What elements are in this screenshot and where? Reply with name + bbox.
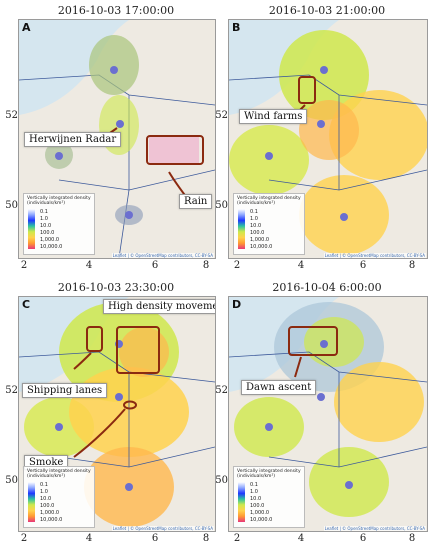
panel-c-ytick: 50 bbox=[5, 475, 18, 486]
panel-c-letter: C bbox=[22, 298, 31, 311]
legend-level: 0.1 bbox=[250, 482, 258, 488]
legend-title: Vertically integrated density (individua… bbox=[27, 196, 91, 206]
legend-level: 10.0 bbox=[40, 496, 52, 502]
panel-c-ytick: 52 bbox=[5, 385, 18, 396]
panel-c-xtick: 2 bbox=[20, 533, 28, 544]
legend-level: 1,000.0 bbox=[250, 510, 270, 516]
legend-color-bar bbox=[28, 209, 35, 249]
panel-a-ytick: 52 bbox=[5, 110, 18, 121]
panel-d-legend: Vertically integrated density (individua… bbox=[233, 466, 305, 528]
panel-a-legend: Vertically integrated density (individua… bbox=[23, 193, 95, 255]
dawn-ascent-label: Dawn ascent bbox=[241, 380, 317, 395]
wind-farms-label: Wind farms bbox=[239, 109, 308, 124]
legend-level: 1.0 bbox=[40, 489, 48, 495]
legend-level: 1,000.0 bbox=[40, 510, 60, 516]
rain-label: Rain bbox=[179, 194, 213, 209]
legend-level: 100.0 bbox=[40, 230, 55, 236]
legend-level: 10,000.0 bbox=[250, 244, 273, 250]
panel-a-ytick: 50 bbox=[5, 200, 18, 211]
legend-level: 10.0 bbox=[40, 223, 52, 229]
panel-c-legend: Vertically integrated density (individua… bbox=[23, 466, 95, 528]
panel-d-xtick: 6 bbox=[359, 533, 367, 544]
shipping-lanes-label: Shipping lanes bbox=[22, 383, 108, 398]
panel-a-xtick: 2 bbox=[20, 260, 28, 271]
panel-b-xtick: 8 bbox=[408, 260, 416, 271]
legend-title: Vertically integrated density (individua… bbox=[27, 469, 91, 479]
panel-c-map[interactable]: C High density movement Shipping lanes S… bbox=[18, 296, 216, 532]
legend-level: 10,000.0 bbox=[250, 517, 273, 523]
legend-level: 1.0 bbox=[40, 216, 48, 222]
legend-level: 1,000.0 bbox=[250, 237, 270, 243]
panel-a-xtick: 4 bbox=[85, 260, 93, 271]
panel-d-letter: D bbox=[232, 298, 242, 311]
panel-a-attribution[interactable]: Leaflet | © OpenStreetMap contributors, … bbox=[111, 253, 214, 258]
panel-c-xtick: 4 bbox=[85, 533, 93, 544]
legend-level: 100.0 bbox=[250, 230, 265, 236]
panel-c-attribution[interactable]: Leaflet | © OpenStreetMap contributors, … bbox=[111, 526, 214, 531]
legend-level: 10,000.0 bbox=[40, 517, 63, 523]
legend-level: 1.0 bbox=[250, 216, 258, 222]
legend-title: Vertically integrated density (individua… bbox=[237, 196, 301, 206]
panel-a-xtick: 8 bbox=[202, 260, 210, 271]
legend-level: 0.1 bbox=[40, 209, 48, 215]
panel-b-legend: Vertically integrated density (individua… bbox=[233, 193, 305, 255]
legend-level: 0.1 bbox=[250, 209, 258, 215]
panel-d-xtick: 4 bbox=[297, 533, 305, 544]
panel-b-letter: B bbox=[232, 21, 241, 34]
panel-a-timestamp: 2016-10-03 17:00:00 bbox=[57, 4, 175, 17]
legend-level: 1,000.0 bbox=[40, 237, 60, 243]
legend-level: 100.0 bbox=[40, 503, 55, 509]
panel-a-letter: A bbox=[22, 21, 31, 34]
panel-b-ytick: 50 bbox=[215, 200, 228, 211]
panel-a-xtick: 6 bbox=[151, 260, 159, 271]
panel-b-xtick: 6 bbox=[359, 260, 367, 271]
panel-b-xtick: 2 bbox=[233, 260, 241, 271]
panel-c-xtick: 6 bbox=[151, 533, 159, 544]
panel-b-timestamp: 2016-10-03 21:00:00 bbox=[268, 4, 386, 17]
panel-c-timestamp: 2016-10-03 23:30:00 bbox=[57, 281, 175, 294]
legend-level: 10.0 bbox=[250, 496, 262, 502]
herwijnen-radar-label: Herwijnen Radar bbox=[24, 132, 122, 147]
legend-color-bar bbox=[28, 482, 35, 522]
legend-level: 0.1 bbox=[40, 482, 48, 488]
high-density-movement-label: High density movement bbox=[103, 299, 215, 314]
panel-b-map[interactable]: B Wind farms Vertically integrated densi… bbox=[228, 19, 428, 259]
panel-d-xtick: 2 bbox=[233, 533, 241, 544]
panel-d-ytick: 50 bbox=[215, 475, 228, 486]
legend-title: Vertically integrated density (individua… bbox=[237, 469, 301, 479]
panel-d-xtick: 8 bbox=[408, 533, 416, 544]
panel-b-ytick: 52 bbox=[215, 110, 228, 121]
panel-c-xtick: 8 bbox=[202, 533, 210, 544]
legend-level: 10,000.0 bbox=[40, 244, 63, 250]
panel-d-timestamp: 2016-10-04 6:00:00 bbox=[272, 281, 382, 294]
panel-b-xtick: 4 bbox=[297, 260, 305, 271]
legend-level: 1.0 bbox=[250, 489, 258, 495]
legend-color-bar bbox=[238, 482, 245, 522]
panel-a-map[interactable]: A Herwijnen Radar Rain Vertically integr… bbox=[18, 19, 216, 259]
panel-d-map[interactable]: D Dawn ascent Vertically integrated dens… bbox=[228, 296, 428, 532]
panel-d-attribution[interactable]: Leaflet | © OpenStreetMap contributors, … bbox=[323, 526, 426, 531]
panel-b-attribution[interactable]: Leaflet | © OpenStreetMap contributors, … bbox=[323, 253, 426, 258]
legend-level: 10.0 bbox=[250, 223, 262, 229]
panel-d-ytick: 52 bbox=[215, 385, 228, 396]
legend-color-bar bbox=[238, 209, 245, 249]
legend-level: 100.0 bbox=[250, 503, 265, 509]
